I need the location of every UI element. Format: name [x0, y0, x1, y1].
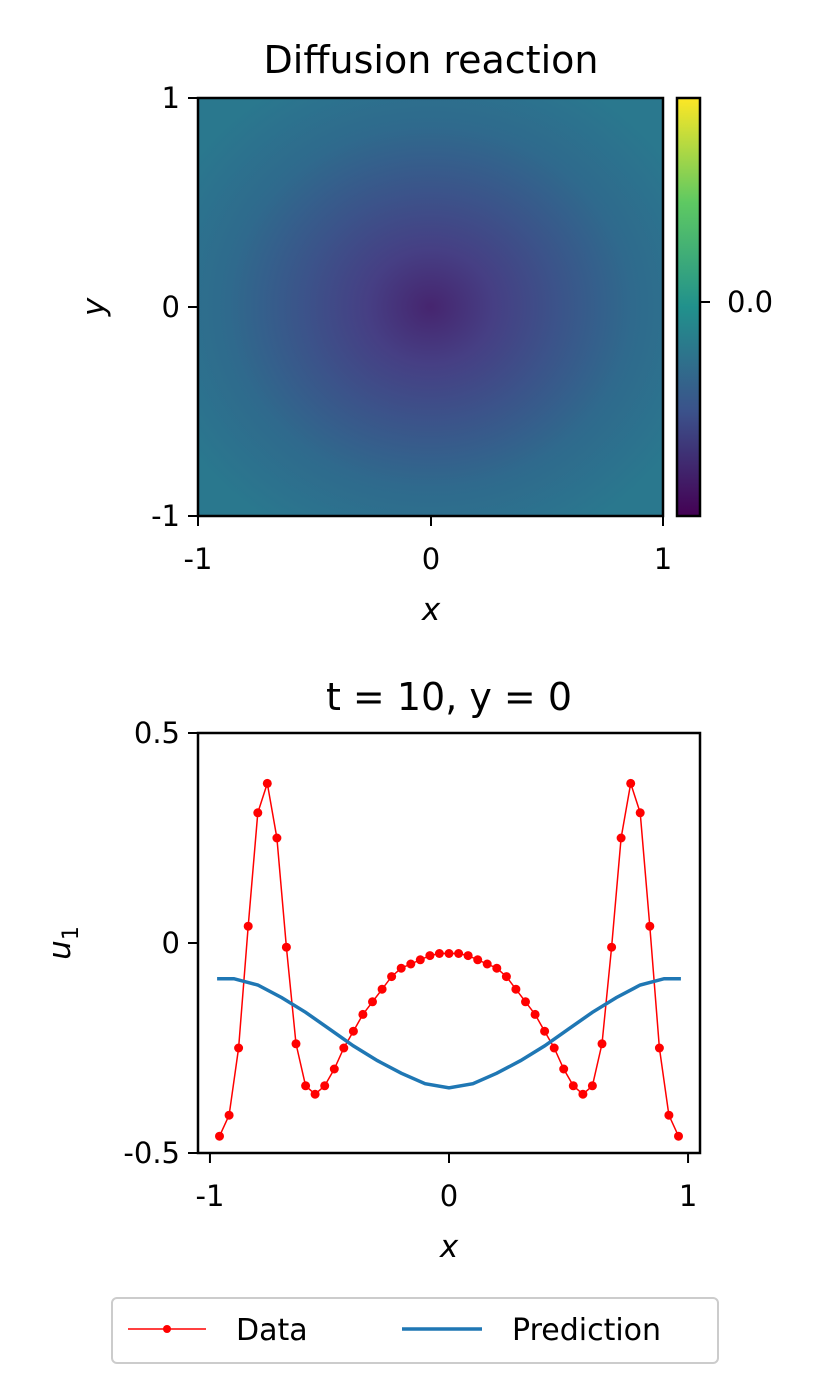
heatmap-x-tick-label: 1 — [654, 542, 672, 576]
heatmap-y-tick-label: 1 — [162, 81, 180, 115]
line-y-tick-label: -0.5 — [123, 1136, 180, 1170]
heatmap-title: Diffusion reaction — [264, 38, 599, 82]
data-point — [320, 1081, 330, 1091]
data-point — [243, 921, 253, 931]
data-point — [272, 833, 282, 843]
data-point — [482, 959, 492, 969]
data-point — [329, 1064, 339, 1074]
data-point — [492, 963, 502, 973]
data-point — [540, 1026, 550, 1036]
data-point — [463, 951, 473, 961]
line-x-tick-label: -1 — [195, 1179, 224, 1213]
data-point — [224, 1110, 234, 1120]
colorbar-gradient — [675, 96, 702, 518]
line-y-tick-label: 0.5 — [134, 716, 180, 750]
data-point — [597, 1039, 607, 1049]
data-point — [262, 778, 272, 788]
series-line-prediction — [217, 976, 681, 1090]
line-x-tick-label: 0 — [440, 1179, 458, 1213]
data-point — [339, 1043, 349, 1053]
heatmap-y-ticks: 1 0 -1 — [151, 81, 198, 533]
line-plot-frame — [196, 731, 702, 1155]
data-point — [674, 1131, 683, 1141]
heatmap-y-tick-label: 0 — [162, 290, 180, 324]
heatmap-panel: Diffusion reaction 1 0 -1 -1 0 1 x y 0.0 — [76, 38, 773, 628]
legend-data-marker — [163, 1325, 171, 1333]
line-x-axis-label: x — [439, 1229, 459, 1265]
line-x-tick-label: 1 — [679, 1179, 697, 1213]
data-point — [406, 959, 416, 969]
series-line-data — [218, 783, 680, 1137]
data-point — [425, 951, 435, 961]
data-point — [368, 997, 377, 1007]
heatmap-field — [198, 98, 663, 516]
legend-prediction-label: Prediction — [512, 1313, 661, 1348]
data-point — [501, 972, 511, 982]
data-point — [654, 1043, 664, 1053]
data-point — [530, 1009, 540, 1019]
data-point — [434, 949, 444, 958]
line-panel: t = 10, y = 0 -1 0 1-0.500.5 x u1 — [42, 675, 702, 1265]
data-point — [310, 1089, 320, 1099]
legend: Data Prediction — [111, 1297, 719, 1364]
data-point — [587, 1081, 597, 1091]
data-point — [415, 955, 425, 965]
heatmap-x-ticks: -1 0 1 — [184, 516, 672, 576]
data-point — [454, 949, 464, 958]
data-point — [607, 942, 617, 952]
data-point — [568, 1081, 578, 1091]
data-point — [559, 1064, 569, 1074]
data-point — [578, 1089, 588, 1099]
data-point — [396, 963, 406, 973]
line-y-axis-label-main: u — [42, 940, 78, 960]
data-point — [291, 1039, 301, 1049]
data-point — [387, 972, 397, 982]
data-point — [549, 1043, 559, 1053]
heatmap-x-tick-label: 0 — [422, 542, 440, 576]
line-chart-title: t = 10, y = 0 — [326, 675, 572, 719]
data-point — [215, 1131, 224, 1141]
heatmap-y-tick-label: -1 — [151, 499, 180, 533]
data-point — [635, 808, 645, 818]
data-point — [444, 949, 454, 958]
data-point — [473, 955, 483, 965]
data-point — [301, 1081, 311, 1091]
legend-data-label: Data — [236, 1313, 308, 1348]
data-point — [234, 1043, 244, 1053]
data-point — [626, 778, 636, 788]
colorbar: 0.0 — [675, 96, 773, 518]
data-point — [358, 1009, 368, 1019]
line-y-axis-label: u1 — [42, 926, 84, 960]
heatmap-y-axis-label: y — [76, 297, 112, 317]
data-point — [377, 984, 387, 994]
data-point — [645, 921, 655, 931]
data-point — [664, 1110, 674, 1120]
data-point — [511, 984, 521, 994]
colorbar-tick-label: 0.0 — [727, 285, 773, 319]
data-point — [253, 808, 263, 818]
line-y-axis-label-subscript: 1 — [59, 926, 84, 940]
line-y-tick-label: 0 — [162, 926, 180, 960]
line-series-group — [215, 778, 683, 1141]
heatmap-x-tick-label: -1 — [184, 542, 213, 576]
data-point — [281, 942, 291, 952]
data-point — [616, 833, 626, 843]
line-ticks: -1 0 1 -0.5 0 0.5 — [123, 716, 697, 1213]
data-point — [521, 997, 530, 1007]
data-point — [348, 1026, 358, 1036]
heatmap-x-axis-label: x — [421, 592, 441, 628]
